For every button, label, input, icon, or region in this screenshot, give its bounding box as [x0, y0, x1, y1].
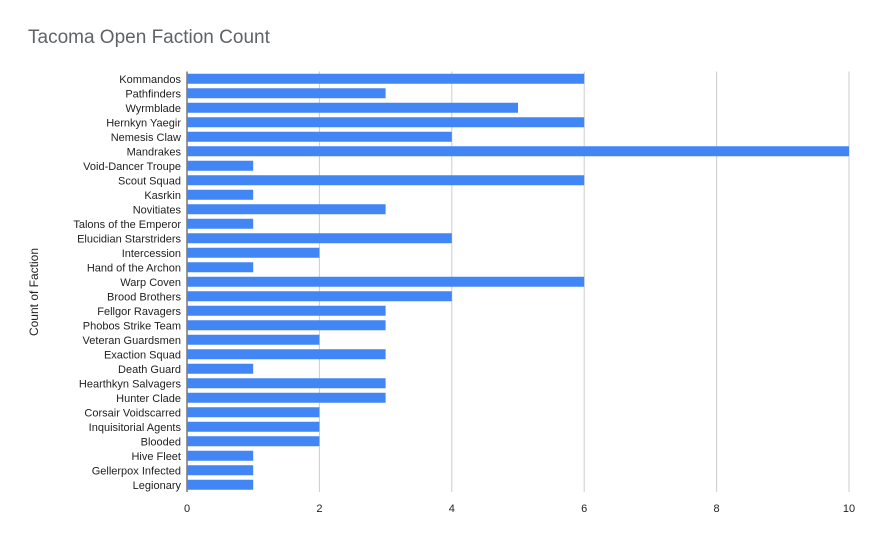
- x-tick-label: 6: [581, 503, 587, 515]
- category-label: Hive Fleet: [131, 451, 181, 463]
- x-tick-label: 10: [843, 503, 855, 515]
- category-label: Warp Coven: [120, 277, 181, 289]
- bar: [187, 160, 254, 171]
- bar: [187, 436, 320, 447]
- category-label: Death Guard: [118, 364, 181, 376]
- category-label: Legionary: [133, 480, 182, 492]
- bar: [187, 204, 386, 215]
- category-label: Scout Squad: [118, 175, 181, 187]
- category-label: Kasrkin: [144, 190, 181, 202]
- bar: [187, 276, 585, 287]
- bar: [187, 305, 386, 316]
- category-label: Gellerpox Infected: [92, 465, 181, 477]
- bar: [187, 73, 585, 84]
- bar: [187, 465, 254, 476]
- bar: [187, 392, 386, 403]
- bar: [187, 262, 254, 273]
- bar-series: [187, 73, 849, 490]
- bar: [187, 291, 452, 302]
- bar: [187, 334, 320, 345]
- category-label: Corsair Voidscarred: [84, 407, 181, 419]
- category-labels: Kommandos Pathfinders Wyrmblade Hernkyn Yae…: [73, 74, 181, 492]
- x-tick-labels: 0 2 4 6 8 10: [184, 503, 855, 515]
- bar: [187, 117, 585, 128]
- category-label: Hernkyn Yaegir: [106, 117, 181, 129]
- category-label: Void-Dancer Troupe: [83, 161, 181, 173]
- bar: [187, 363, 254, 374]
- category-label: Fellgor Ravagers: [97, 306, 181, 318]
- bar: [187, 189, 254, 200]
- bar: [187, 421, 320, 432]
- category-label: Kommandos: [119, 74, 181, 86]
- category-label: Intercession: [122, 248, 181, 260]
- bar: [187, 233, 452, 244]
- category-label: Mandrakes: [127, 146, 182, 158]
- category-label: Hunter Clade: [116, 393, 181, 405]
- bar: [187, 378, 386, 389]
- bar: [187, 247, 320, 258]
- category-label: Novitiates: [133, 204, 182, 216]
- x-tick-label: 8: [714, 503, 720, 515]
- y-axis-title: Count of Faction: [27, 248, 41, 336]
- bar: [187, 407, 320, 418]
- bar: [187, 479, 254, 490]
- bar: [187, 450, 254, 461]
- x-tick-label: 0: [184, 503, 190, 515]
- category-label: Exaction Squad: [104, 349, 181, 361]
- category-label: Wyrmblade: [125, 103, 181, 115]
- category-label: Brood Brothers: [107, 291, 181, 303]
- chart-title: Tacoma Open Faction Count: [28, 27, 270, 48]
- category-label: Blooded: [141, 436, 181, 448]
- bar: [187, 349, 386, 360]
- bar: [187, 320, 386, 331]
- category-label: Talons of the Emperor: [73, 219, 181, 231]
- x-tick-label: 2: [316, 503, 322, 515]
- category-label: Hand of the Archon: [87, 262, 181, 274]
- category-label: Nemesis Claw: [111, 132, 181, 144]
- category-label: Hearthkyn Salvagers: [79, 378, 182, 390]
- category-label: Inquisitorial Agents: [89, 422, 182, 434]
- bar: [187, 88, 386, 99]
- x-tick-label: 4: [449, 503, 455, 515]
- bar: [187, 131, 452, 142]
- category-label: Pathfinders: [125, 88, 181, 100]
- bar: [187, 146, 849, 157]
- category-label: Phobos Strike Team: [83, 320, 181, 332]
- bar: [187, 175, 585, 186]
- category-label: Veteran Guardsmen: [83, 335, 181, 347]
- category-label: Elucidian Starstriders: [77, 233, 181, 245]
- bar: [187, 218, 254, 229]
- bar: [187, 102, 518, 113]
